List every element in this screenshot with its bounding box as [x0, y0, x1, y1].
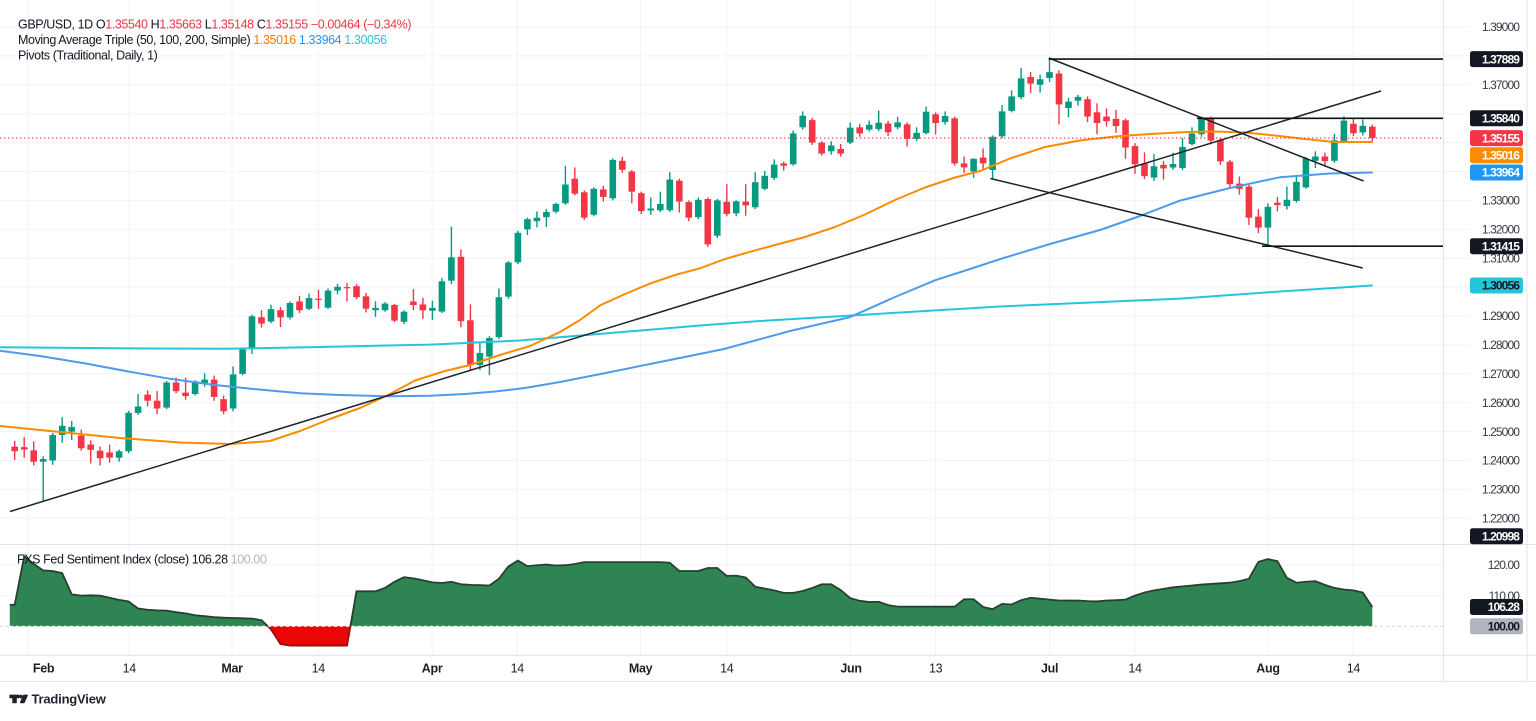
svg-text:14: 14 [312, 662, 326, 676]
svg-text:1.35016: 1.35016 [1482, 148, 1520, 162]
svg-text:1.32000: 1.32000 [1482, 223, 1520, 237]
svg-text:1.35155: 1.35155 [1482, 131, 1520, 145]
svg-text:May: May [629, 662, 653, 676]
svg-text:Apr: Apr [422, 662, 443, 676]
svg-text:Jun: Jun [840, 662, 861, 676]
svg-text:1.27000: 1.27000 [1482, 367, 1520, 381]
svg-text:Aug: Aug [1256, 662, 1279, 676]
svg-text:FXS Fed Sentiment Index (close: FXS Fed Sentiment Index (close) 106.28 1… [17, 553, 267, 567]
svg-text:Jul: Jul [1041, 662, 1058, 676]
svg-text:1.31415: 1.31415 [1482, 239, 1520, 253]
svg-text:1.29000: 1.29000 [1482, 309, 1520, 323]
svg-text:1.31000: 1.31000 [1482, 251, 1520, 265]
svg-text:1.22000: 1.22000 [1482, 512, 1520, 526]
svg-text:Mar: Mar [221, 662, 243, 676]
svg-text:1.37000: 1.37000 [1482, 78, 1520, 92]
svg-text:14: 14 [720, 662, 734, 676]
svg-text:1.24000: 1.24000 [1482, 454, 1520, 468]
svg-text:TradingView: TradingView [32, 691, 107, 706]
svg-text:14: 14 [511, 662, 525, 676]
svg-text:Moving Average Triple (50, 100: Moving Average Triple (50, 100, 200, Sim… [18, 33, 387, 47]
svg-text:100.00: 100.00 [1488, 620, 1521, 634]
svg-text:1.26000: 1.26000 [1482, 396, 1520, 410]
svg-text:1.33000: 1.33000 [1482, 194, 1520, 208]
svg-text:Feb: Feb [33, 662, 55, 676]
svg-text:1.33964: 1.33964 [1482, 166, 1520, 180]
svg-text:1.30056: 1.30056 [1482, 279, 1520, 293]
svg-text:1.35840: 1.35840 [1482, 112, 1520, 126]
svg-text:1.39000: 1.39000 [1482, 20, 1520, 34]
svg-text:14: 14 [123, 662, 137, 676]
svg-text:14: 14 [1347, 662, 1361, 676]
svg-text:106.28: 106.28 [1488, 600, 1521, 614]
svg-text:GBP/USD, 1D O1.35540 H1.3566: GBP/USD, 1D O1.35540 H1.35663 L1.35148 C… [18, 18, 411, 32]
svg-text:13: 13 [929, 662, 943, 676]
svg-text:1.25000: 1.25000 [1482, 425, 1520, 439]
svg-text:1.37889: 1.37889 [1482, 52, 1520, 66]
svg-text:1.20998: 1.20998 [1482, 529, 1520, 543]
svg-text:1.23000: 1.23000 [1482, 483, 1520, 497]
svg-text:1.28000: 1.28000 [1482, 338, 1520, 352]
svg-text:14: 14 [1128, 662, 1142, 676]
svg-text:120.00: 120.00 [1488, 558, 1521, 572]
svg-text:Pivots (Traditional, Daily, 1): Pivots (Traditional, Daily, 1) [18, 49, 158, 63]
